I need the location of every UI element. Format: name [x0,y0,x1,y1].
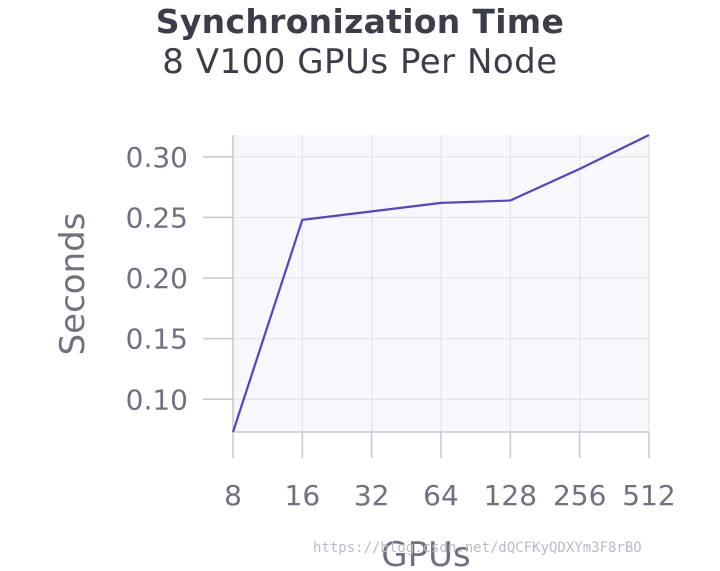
y-tick-label: 0.30 [126,141,188,174]
y-axis-label: Seconds [53,213,93,356]
y-tick-label: 0.10 [126,383,188,416]
x-tick-label: 8 [224,479,242,512]
x-tick-label: 512 [622,479,675,512]
x-tick-label: 64 [423,479,459,512]
x-tick-label: 128 [484,479,537,512]
y-axis: 0.10 0.15 0.20 0.25 0.30 [126,135,234,432]
series-line [231,134,650,433]
y-tick-label: 0.15 [126,323,188,356]
x-tick-label: 32 [354,479,390,512]
grid-lines [232,135,650,432]
y-tick-label: 0.20 [126,262,188,295]
y-tick-label: 0.25 [126,201,188,234]
watermark-text: https://blog.csdn.net/dQCFKyQDXYm3F8rBO [313,540,642,556]
x-tick-label: 16 [285,479,321,512]
x-axis: 8 16 32 64 128 256 512 [224,431,676,512]
chart-subtitle: 8 V100 GPUs Per Node [162,42,558,82]
chart-title: Synchronization Time [155,2,565,41]
x-tick-label: 256 [553,479,606,512]
x-axis-label: GPUs [381,535,470,571]
